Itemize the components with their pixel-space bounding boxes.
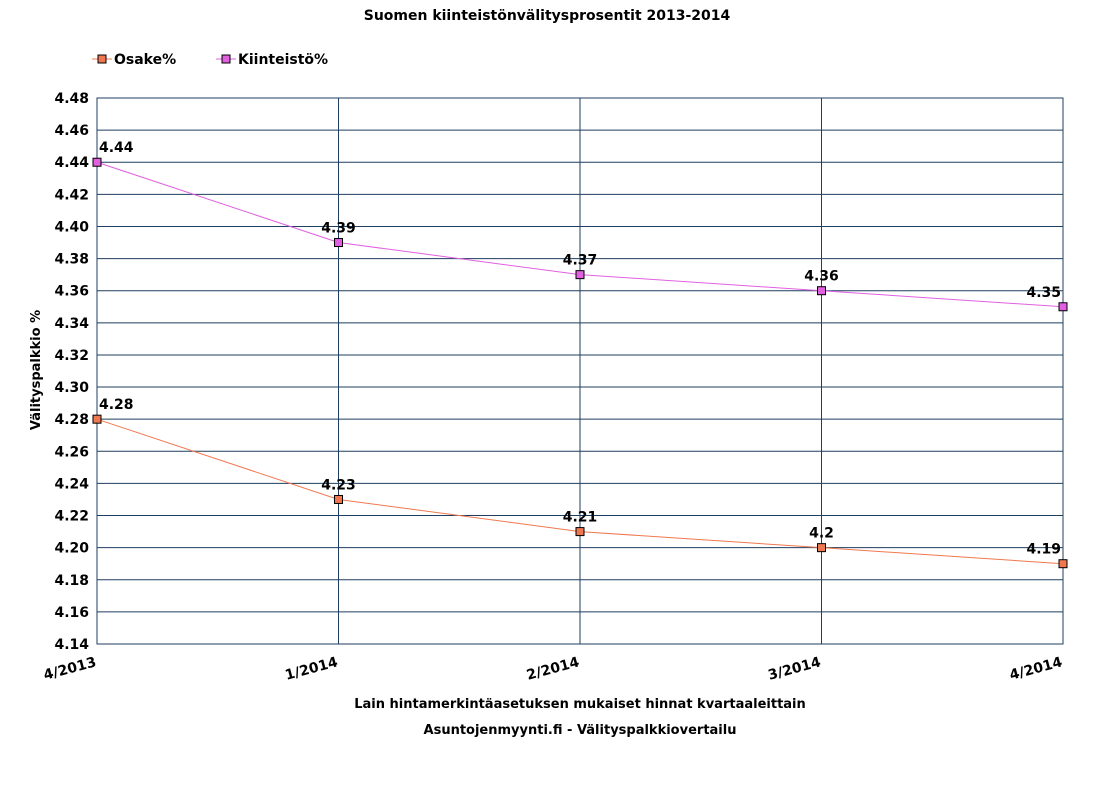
grid [96,97,1064,645]
chart-title: Suomen kiinteistönvälitysprosentit 2013-… [364,8,731,24]
y-tick-label: 4.18 [54,573,89,589]
data-label: 4.44 [99,140,134,156]
data-label: 4.23 [321,477,356,493]
data-label: 4.21 [563,510,598,526]
data-label: 4.35 [1026,285,1061,301]
series-layer: 4.28 4.23 4.21 4.2 4.19 4.44 4.39 4.37 4.36 4.35 [92,140,1068,569]
y-tick-label: 4.32 [54,348,89,364]
legend-label: Osake% [114,52,176,68]
legend-marker [221,54,231,64]
data-label: 4.2 [809,526,834,542]
y-tick-label: 4.14 [54,637,89,653]
y-tick-label: 4.36 [54,284,89,300]
x-tick-label: 4/2013 [42,654,98,683]
data-point [575,270,585,280]
data-point [1058,302,1068,312]
data-point [1058,559,1068,569]
x-tick-label: 4/2014 [1008,654,1064,683]
legend-label: Kiinteistö% [238,52,328,68]
y-tick-label: 4.26 [54,444,89,460]
y-tick-label: 4.20 [54,541,89,557]
y-tick-label: 4.34 [54,316,89,332]
data-label: 4.28 [99,397,134,413]
legend: Osake% Kiinteistö% [92,52,328,68]
chart-subtitle: Asuntojenmyynti.fi - Välityspalkkioverta… [424,723,737,738]
data-point [92,414,102,424]
data-point [817,286,826,296]
x-tick-label: 2/2014 [525,654,581,683]
data-point [334,494,343,504]
y-tick-label: 4.42 [54,187,89,203]
legend-marker [97,54,107,64]
x-axis-label: Lain hintamerkintäasetuksen mukaiset hin… [354,697,806,712]
data-point [334,238,343,248]
y-tick-label: 4.22 [54,509,89,525]
data-label: 4.36 [804,269,839,285]
data-point [817,543,826,553]
data-label: 4.37 [563,253,598,269]
data-label: 4.19 [1026,542,1061,558]
y-tick-label: 4.48 [54,91,89,107]
x-axis: 4/2013 1/2014 2/2014 3/2014 4/2014 [42,654,1064,683]
y-tick-label: 4.24 [54,476,89,492]
y-tick-label: 4.38 [54,252,89,268]
y-axis: 4.48 4.46 4.44 4.42 4.40 4.38 4.36 4.34 4.32 4.30… [54,91,89,653]
plot-area [96,97,1064,645]
y-tick-label: 4.30 [54,380,89,396]
data-label: 4.39 [321,221,356,237]
y-tick-label: 4.44 [54,155,89,171]
data-point [92,157,102,167]
data-point [575,527,585,537]
x-tick-label: 1/2014 [283,654,339,683]
y-tick-label: 4.16 [54,605,89,621]
y-axis-label: Välityspalkkio % [29,310,44,430]
x-tick-label: 3/2014 [766,654,822,683]
y-tick-label: 4.46 [54,123,89,139]
y-tick-label: 4.40 [54,219,89,235]
y-tick-label: 4.28 [54,412,89,428]
